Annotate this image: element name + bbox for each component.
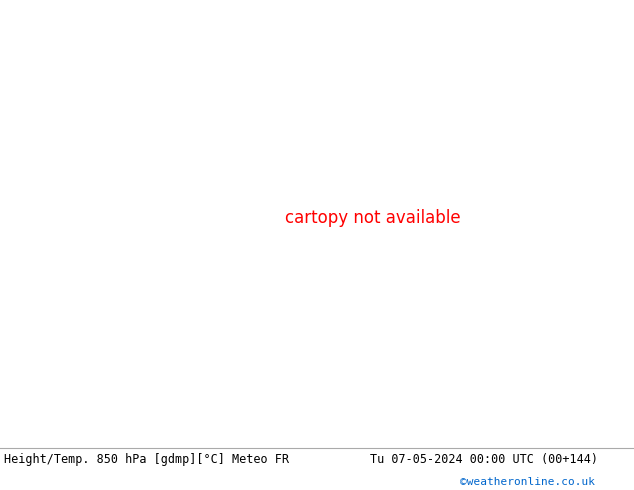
Text: Tu 07-05-2024 00:00 UTC (00+144): Tu 07-05-2024 00:00 UTC (00+144) [370, 453, 598, 466]
Text: ©weatheronline.co.uk: ©weatheronline.co.uk [460, 477, 595, 487]
Text: Height/Temp. 850 hPa [gdmp][°C] Meteo FR: Height/Temp. 850 hPa [gdmp][°C] Meteo FR [4, 453, 289, 466]
Text: cartopy not available: cartopy not available [285, 209, 461, 227]
